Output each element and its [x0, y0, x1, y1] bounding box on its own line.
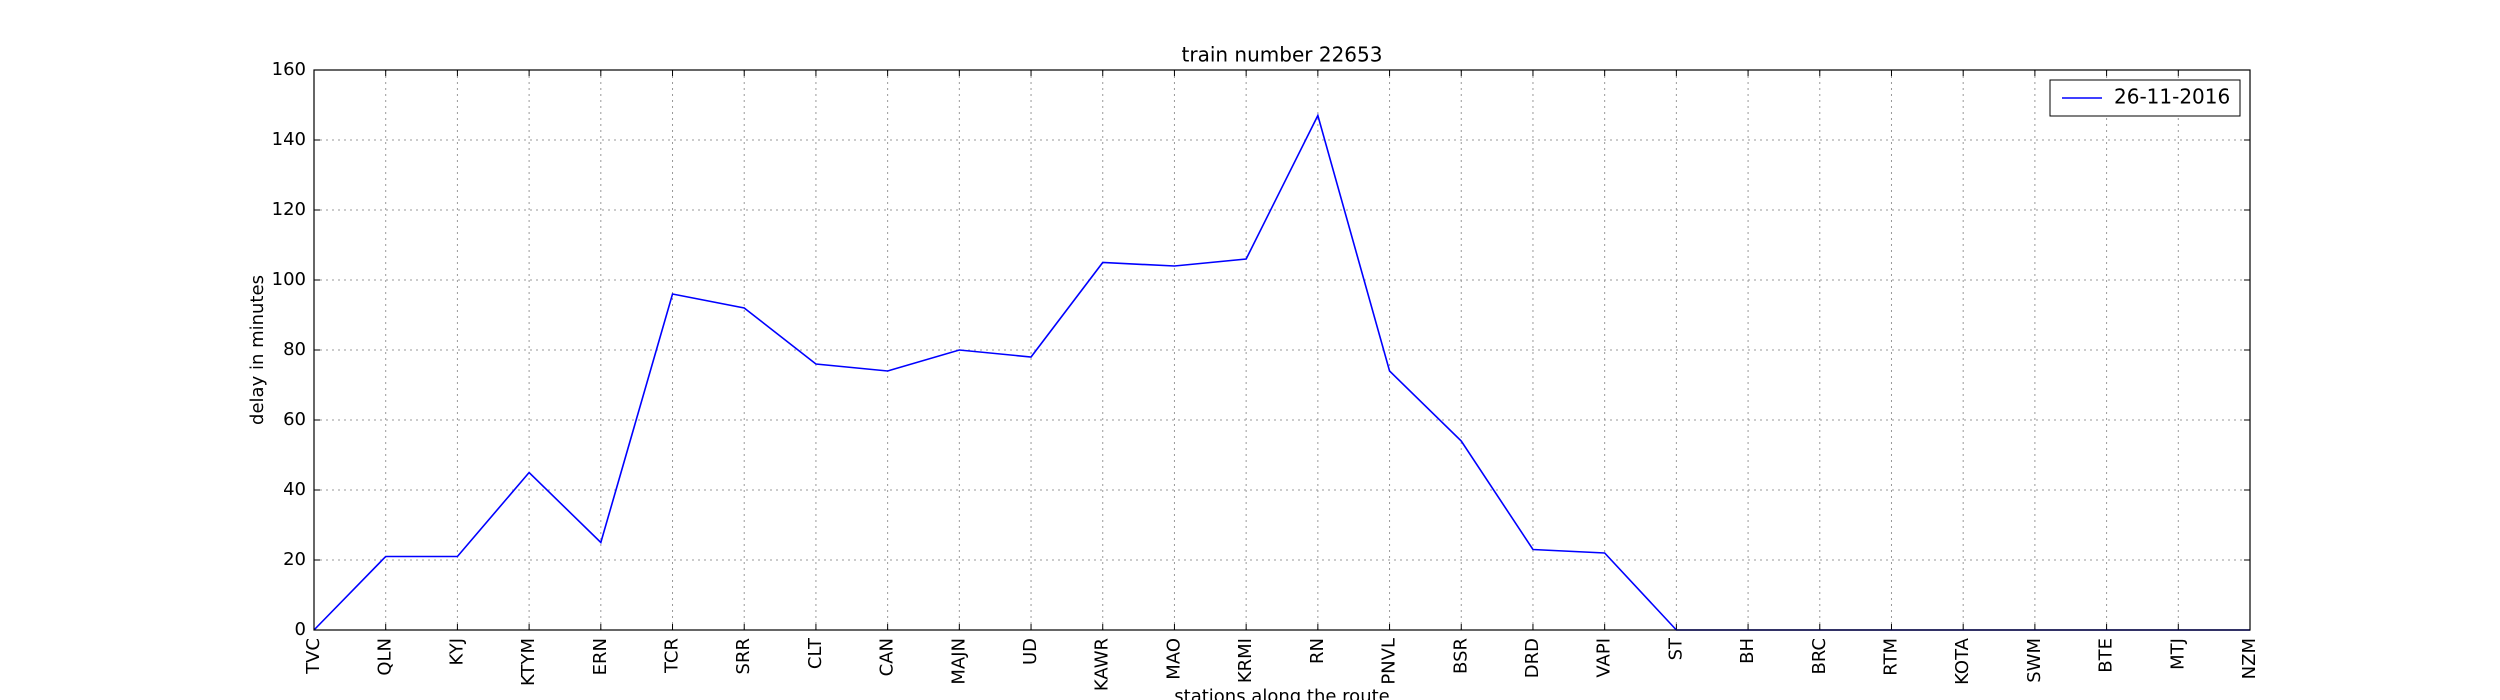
y-tick-label: 100: [272, 269, 306, 290]
y-tick-label: 140: [272, 129, 306, 150]
x-tick-label: NZM: [2239, 638, 2260, 679]
y-tick-label: 60: [283, 409, 306, 430]
x-tick-label: DRD: [1522, 638, 1543, 678]
x-tick-label: TVC: [303, 638, 324, 675]
x-tick-label: VAPI: [1594, 638, 1615, 678]
x-tick-label: RN: [1307, 638, 1328, 664]
y-tick-label: 0: [295, 619, 306, 640]
x-tick-label: BH: [1737, 638, 1758, 664]
x-tick-label: KRMI: [1235, 638, 1256, 683]
x-tick-label: CLT: [805, 637, 826, 669]
x-tick-label: PNVL: [1379, 638, 1400, 685]
x-tick-label: ST: [1665, 637, 1686, 660]
x-tick-label: UD: [1020, 638, 1041, 665]
x-tick-label: ERN: [590, 638, 611, 675]
x-tick-label: SWM: [2024, 638, 2045, 683]
x-tick-label: MAJN: [948, 638, 969, 685]
x-tick-label: KAWR: [1092, 638, 1113, 691]
legend-label: 26-11-2016: [2114, 85, 2230, 109]
x-tick-label: KTYM: [518, 638, 539, 686]
y-tick-label: 120: [272, 199, 306, 220]
x-axis-label: stations along the route: [1174, 686, 1389, 700]
y-axis-label: delay in minutes: [247, 275, 268, 425]
x-tick-label: BSR: [1450, 638, 1471, 674]
y-tick-label: 20: [283, 549, 306, 570]
x-tick-label: BTE: [2096, 638, 2117, 673]
x-tick-label: RTM: [1880, 638, 1901, 676]
x-tick-label: BRC: [1809, 638, 1830, 675]
y-tick-label: 40: [283, 479, 306, 500]
x-tick-label: QLN: [375, 638, 396, 676]
y-tick-label: 80: [283, 339, 306, 360]
chart-title: train number 22653: [1182, 43, 1383, 67]
y-tick-label: 160: [272, 59, 306, 80]
x-tick-label: TCR: [662, 638, 683, 674]
x-tick-label: MAO: [1163, 638, 1184, 680]
plot-frame: [313, 69, 2251, 631]
x-tick-label: SRR: [733, 638, 754, 674]
x-tick-label: CAN: [877, 638, 898, 676]
x-tick-label: KYJ: [446, 638, 467, 665]
x-tick-label: MTJ: [2167, 638, 2188, 670]
x-tick-label: KOTA: [1952, 637, 1973, 685]
